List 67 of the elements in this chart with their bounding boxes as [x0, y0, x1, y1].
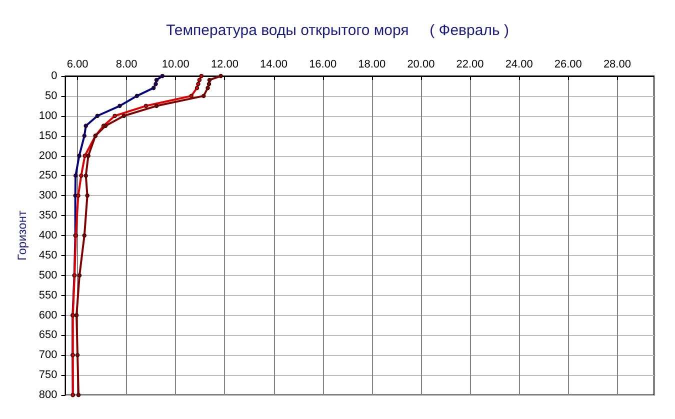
point: [144, 104, 148, 108]
point: [82, 233, 87, 238]
point: [79, 174, 84, 178]
point: [76, 193, 80, 198]
x-tick-label: 22.00: [456, 58, 484, 70]
point: [154, 78, 159, 82]
point: [112, 114, 117, 118]
y-tick-label: 800: [38, 389, 58, 401]
point: [160, 74, 165, 78]
point: [206, 86, 210, 90]
x-tick-label: 16.00: [309, 58, 337, 70]
point: [76, 392, 81, 398]
y-tick-label: 750: [38, 369, 58, 382]
point: [77, 273, 82, 278]
point: [82, 134, 87, 138]
point: [77, 154, 82, 158]
y-tick-label: 50: [45, 90, 58, 102]
point: [206, 82, 212, 86]
y-tick-label: 600: [38, 309, 58, 322]
y-tick-label: 200: [38, 150, 58, 162]
y-tick-label: 650: [38, 329, 58, 342]
point: [194, 86, 200, 90]
y-tick-label: 500: [38, 269, 58, 282]
point: [84, 174, 88, 178]
point: [151, 86, 156, 90]
point: [73, 174, 78, 178]
point: [75, 352, 80, 358]
point: [85, 193, 90, 198]
point: [86, 154, 90, 158]
x-tick-label: 6.00: [66, 58, 88, 70]
point: [207, 78, 212, 82]
x-tick-label: 24.00: [505, 58, 533, 70]
point: [95, 114, 100, 118]
x-tick-label: 10.00: [162, 58, 190, 70]
point: [199, 74, 204, 78]
point: [189, 94, 194, 98]
point: [196, 82, 200, 86]
y-tick-label: 100: [38, 110, 58, 122]
point: [74, 313, 79, 318]
y-tick-label: 350: [38, 210, 58, 222]
x-tick-label: 20.00: [407, 58, 435, 70]
point: [82, 154, 88, 158]
x-tick-label: 8.00: [116, 58, 138, 70]
y-tick-label: 400: [38, 230, 58, 242]
point: [84, 124, 88, 128]
point: [118, 104, 122, 108]
x-tick-label: 28.00: [603, 58, 631, 70]
y-tick-label: 300: [38, 190, 58, 202]
point: [122, 114, 126, 118]
point: [201, 94, 206, 98]
x-tick-label: 26.00: [554, 58, 582, 70]
x-tick-label: 12.00: [210, 58, 238, 70]
y-axis-title: Горизонт: [15, 210, 29, 260]
point: [197, 78, 202, 82]
y-tick-label: 550: [38, 289, 58, 302]
point: [218, 74, 223, 78]
y-tick-label: 700: [38, 349, 58, 362]
y-tick-label: 150: [38, 130, 58, 142]
y-tick-label: 0: [51, 70, 58, 82]
chart-title: Температура воды открытого моря ( Февраль ): [166, 22, 509, 39]
y-tick-label: 250: [38, 170, 58, 182]
point: [154, 82, 158, 86]
x-tick-label: 18.00: [358, 58, 386, 70]
y-tick-label: 450: [38, 249, 58, 262]
point: [134, 94, 140, 98]
x-tick-label: 14.00: [260, 58, 288, 70]
point: [154, 104, 159, 108]
